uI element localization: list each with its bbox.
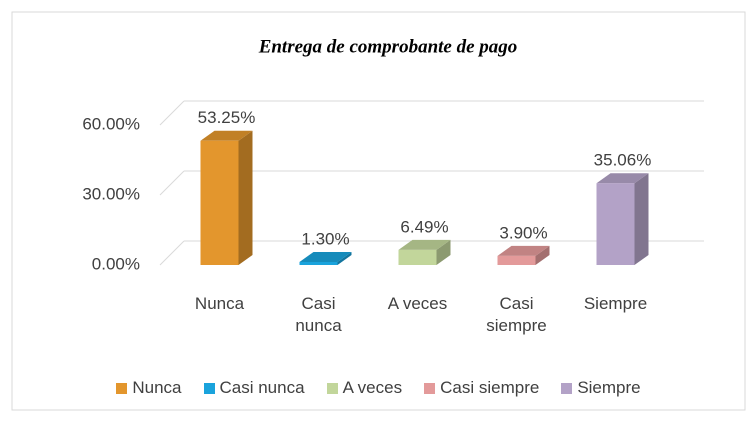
legend: Nunca Casi nunca A veces Casi siempre Siempr… [12,378,745,398]
legend-item: A veces [326,378,403,398]
value-label: 3.90% [499,223,547,242]
legend-swatch [326,382,338,394]
x-tick-label: A veces [387,294,448,313]
legend-swatch [561,382,573,394]
legend-label: Siempre [577,378,641,397]
legend-item: Nunca [116,378,182,398]
x-tick-label: Nunca [194,294,245,313]
bar [497,255,536,265]
bar-side [535,245,550,265]
value-label: 1.30% [301,229,349,248]
x-tick-label: Casi siempre [486,294,547,335]
bar-side [436,239,451,265]
bar-side [337,251,352,265]
value-label: 35.06% [594,151,652,170]
grid-line-side [159,100,185,126]
chart-title: Entrega de comprobante de pago [258,36,518,57]
legend-label: Nunca [132,378,182,397]
value-label: 6.49% [400,217,448,236]
legend-item: Siempre [561,378,641,398]
legend-swatch [424,382,436,394]
x-tick-label: Siempre [583,294,648,313]
bar [299,261,338,265]
bar-side [238,130,253,265]
legend-swatch [116,382,128,394]
legend-label: Casi nunca [219,378,305,397]
bar-top [497,245,550,256]
legend-item: Casi nunca [203,378,305,398]
y-tick-label: 30.00% [82,184,140,203]
x-tick-label: Casi nunca [295,294,342,335]
y-tick-label: 0.00% [92,254,140,273]
legend-label: A veces [342,378,403,397]
legend-label: Casi siempre [440,378,540,397]
bar [200,140,239,265]
bar-top [299,251,352,262]
legend-item: Casi siempre [424,378,539,398]
grid-line-side [159,240,185,266]
bar [398,249,437,265]
value-label: 53.25% [198,108,256,127]
bar-top [596,173,649,184]
grid-line-side [159,170,185,196]
bar-top [200,130,253,141]
bar-top [398,239,451,250]
bar [596,183,635,265]
legend-swatch [203,382,215,394]
bar-side [634,173,649,265]
y-tick-label: 60.00% [82,114,140,133]
